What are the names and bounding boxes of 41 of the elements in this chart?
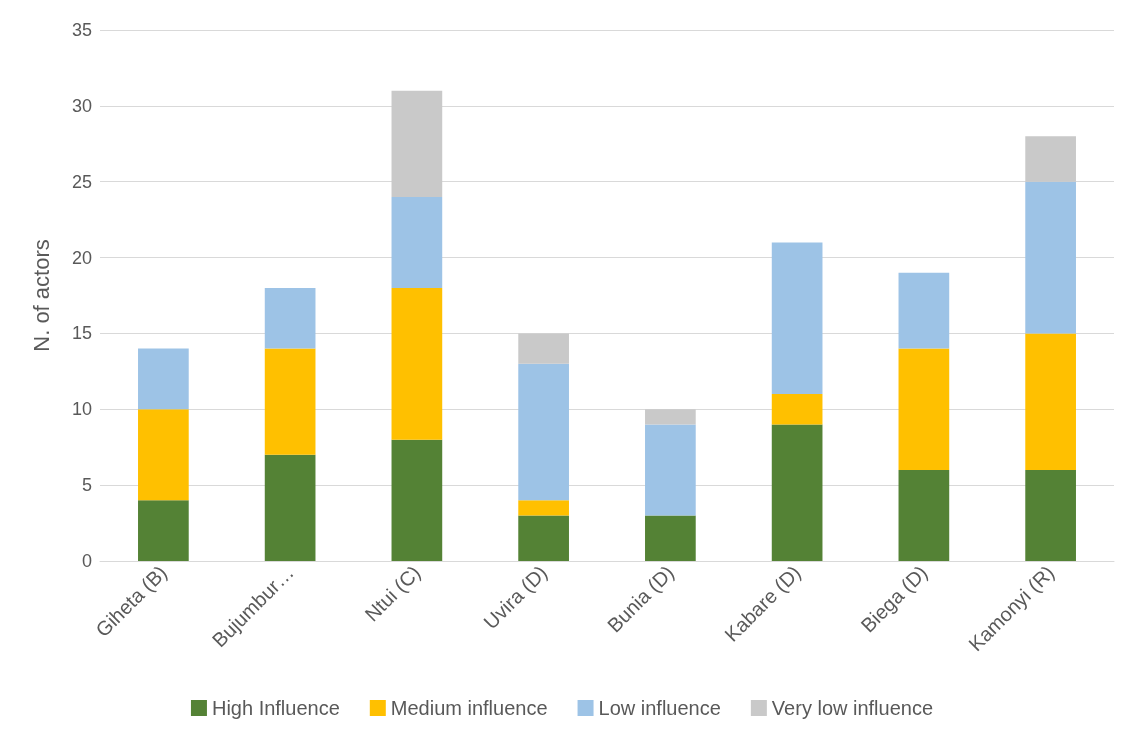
bar [771, 242, 823, 395]
bar [518, 515, 569, 561]
bar [264, 454, 316, 561]
bar [898, 348, 950, 470]
bar [645, 515, 696, 561]
legend-label: Low influence [598, 697, 721, 719]
bar [391, 439, 443, 561]
bar [898, 469, 950, 561]
bar [1025, 469, 1076, 561]
bar [264, 348, 316, 455]
bar [138, 409, 189, 501]
y-tick-label: 15 [71, 323, 92, 344]
bar [645, 409, 696, 425]
bar [645, 424, 696, 516]
legend-label: High Influence [211, 697, 340, 719]
bar [1025, 181, 1076, 334]
y-tick-label: 5 [81, 475, 92, 496]
bar [1025, 333, 1076, 470]
bar [391, 196, 443, 288]
bar [391, 90, 443, 197]
y-tick-label: 30 [71, 95, 92, 116]
bar [518, 333, 569, 364]
legend-label: Medium influence [390, 697, 548, 719]
y-tick-label: 35 [71, 20, 92, 40]
bar [264, 287, 316, 349]
bar [138, 348, 189, 410]
bar [518, 500, 569, 516]
y-tick-label: 20 [71, 247, 92, 268]
bar [1025, 136, 1076, 182]
x-tick-label: Ntui (C) [360, 561, 425, 626]
bar [771, 424, 823, 561]
bar [898, 272, 950, 349]
bar [391, 287, 443, 440]
bar [771, 394, 823, 425]
legend-label: Very low influence [771, 697, 934, 719]
y-axis-title: N. of actors [28, 239, 54, 352]
bar [138, 500, 189, 561]
y-tick-label: 10 [71, 399, 92, 420]
bar [518, 363, 569, 501]
y-tick-label: 0 [81, 551, 92, 571]
y-tick-label: 25 [71, 171, 92, 192]
